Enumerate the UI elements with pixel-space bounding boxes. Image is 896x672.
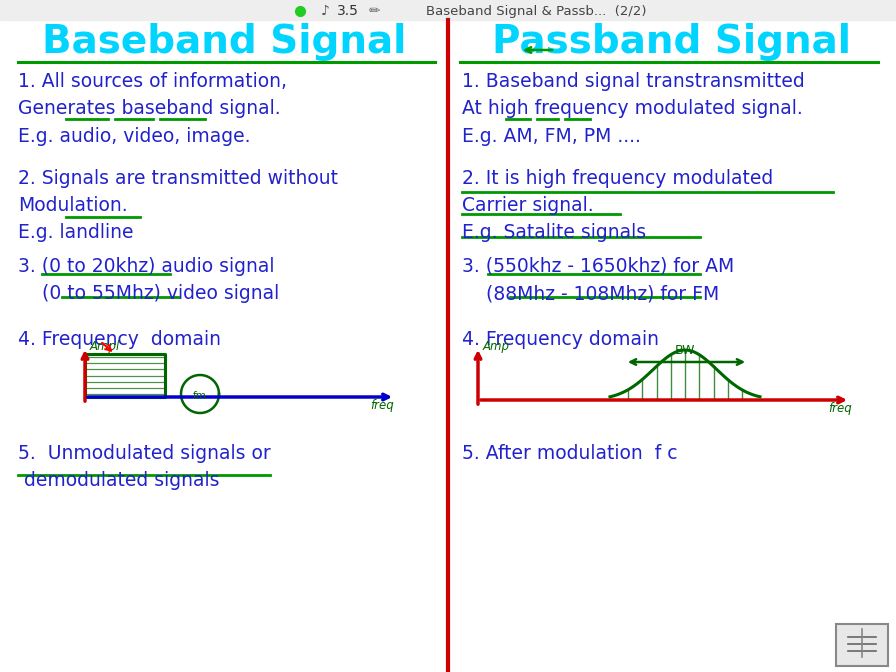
Text: 2. Signals are transmitted without
Modulation.
E.g. landline: 2. Signals are transmitted without Modul… xyxy=(18,169,338,243)
Text: 3.5: 3.5 xyxy=(337,4,359,18)
Text: Amp: Amp xyxy=(483,340,510,353)
Text: Baseband Signal: Baseband Signal xyxy=(42,23,406,61)
Text: 2. It is high frequency modulated
Carrier signal.
E.g. Satalite signals: 2. It is high frequency modulated Carrie… xyxy=(462,169,773,243)
Bar xyxy=(0,0,896,20)
Text: fm: fm xyxy=(193,391,207,401)
Text: Ampl: Ampl xyxy=(90,340,120,353)
Text: ✏: ✏ xyxy=(368,4,380,18)
Text: 3. (550khz - 1650khz) for AM
    (88Mhz - 108Mhz) for FM: 3. (550khz - 1650khz) for AM (88Mhz - 10… xyxy=(462,257,734,303)
Text: Passband Signal: Passband Signal xyxy=(493,23,851,61)
Text: Baseband Signal & Passb...  (2/2): Baseband Signal & Passb... (2/2) xyxy=(426,5,646,17)
Text: freq: freq xyxy=(370,399,393,412)
Text: BW: BW xyxy=(675,344,695,357)
Text: 1. All sources of information,
Generates baseband signal.
E.g. audio, video, ima: 1. All sources of information, Generates… xyxy=(18,72,287,146)
Text: 5. After modulation  f c: 5. After modulation f c xyxy=(462,444,677,463)
Text: ♪: ♪ xyxy=(321,4,330,18)
Text: 4. Frequency domain: 4. Frequency domain xyxy=(462,330,659,349)
Text: freq: freq xyxy=(828,402,852,415)
FancyBboxPatch shape xyxy=(836,624,888,666)
Text: 1. Baseband signal transtransmitted
At high frequency modulated signal.
E.g. AM,: 1. Baseband signal transtransmitted At h… xyxy=(462,72,805,146)
Text: 5.  Unmodulated signals or
 demodulated signals: 5. Unmodulated signals or demodulated si… xyxy=(18,444,271,491)
Text: 3. (0 to 20khz) audio signal
    (0 to 55Mhz) video signal: 3. (0 to 20khz) audio signal (0 to 55Mhz… xyxy=(18,257,280,303)
Text: 4. Frequency  domain: 4. Frequency domain xyxy=(18,330,221,349)
